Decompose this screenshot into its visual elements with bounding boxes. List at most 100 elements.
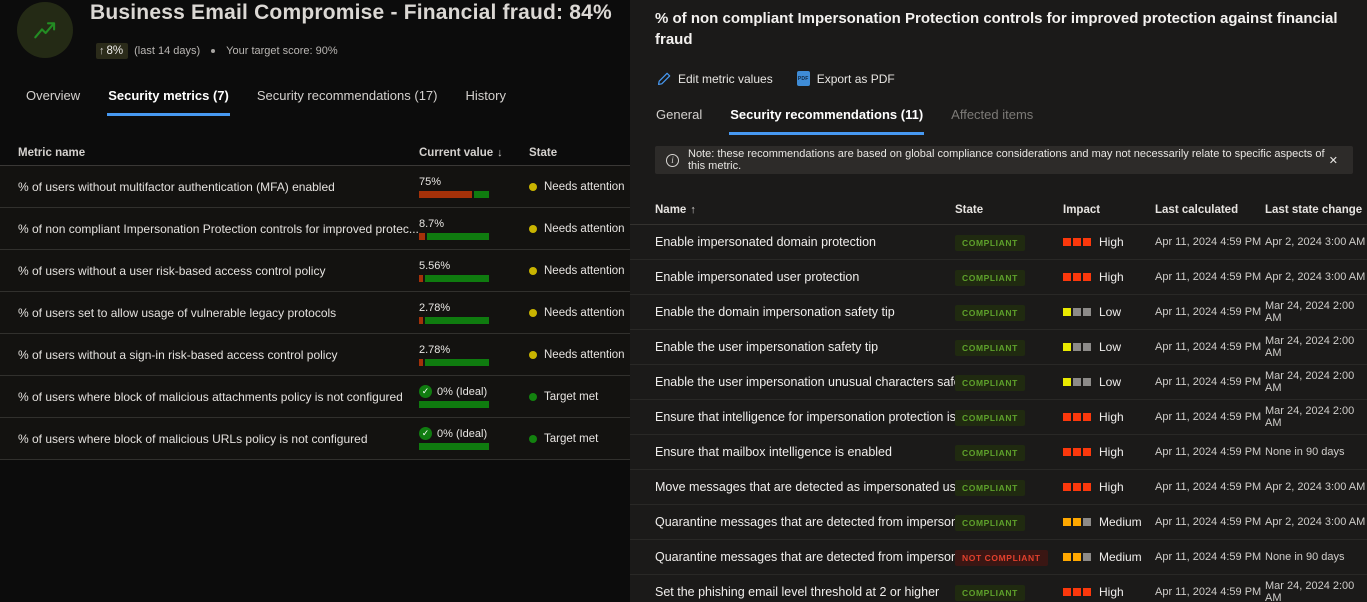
- column-header-last-state-change: Last state change: [1265, 203, 1363, 216]
- note-text: Note: these recommendations are based on…: [688, 148, 1325, 172]
- impact-square-icon: [1073, 273, 1081, 281]
- tab-overview[interactable]: Overview: [25, 88, 81, 116]
- metric-row[interactable]: % of users set to allow usage of vulnera…: [0, 292, 630, 334]
- metric-row[interactable]: % of users without a sign-in risk-based …: [0, 334, 630, 376]
- last-calculated: Apr 11, 2024 4:59 PM: [1155, 376, 1262, 388]
- impact-square-icon: [1063, 273, 1071, 281]
- recommendation-row[interactable]: Quarantine messages that are detected fr…: [630, 505, 1367, 540]
- metric-row[interactable]: % of users without multifactor authentic…: [0, 166, 630, 208]
- impact-square-icon: [1073, 343, 1081, 351]
- recommendation-row[interactable]: Ensure that intelligence for impersonati…: [630, 400, 1367, 435]
- recommendation-row[interactable]: Enable the domain impersonation safety t…: [630, 295, 1367, 330]
- impact-square-icon: [1063, 448, 1071, 456]
- recommendation-row[interactable]: Enable the user impersonation safety tip…: [630, 330, 1367, 365]
- trend-chip: ↑ 8%: [96, 43, 129, 59]
- recommendation-name: Ensure that mailbox intelligence is enab…: [655, 445, 892, 459]
- metric-value-line: ✓ 0% (Ideal): [419, 385, 529, 398]
- edit-metric-values-button[interactable]: Edit metric values: [657, 71, 773, 86]
- recommendation-row[interactable]: Ensure that mailbox intelligence is enab…: [630, 435, 1367, 470]
- metric-row[interactable]: % of users without a user risk-based acc…: [0, 250, 630, 292]
- metric-state-label: Needs attention: [544, 180, 625, 193]
- metric-value-line: 75%: [419, 176, 529, 188]
- recommendation-state-cell: NOT COMPLIANT: [955, 548, 1063, 566]
- close-icon[interactable]: ✕: [1325, 152, 1342, 169]
- recommendation-row[interactable]: Enable impersonated domain protection CO…: [630, 225, 1367, 260]
- bar-green-segment: [425, 358, 489, 366]
- impact-square-icon: [1073, 483, 1081, 491]
- bar-red-segment: [419, 190, 472, 198]
- recommendation-row[interactable]: Enable impersonated user protection COMP…: [630, 260, 1367, 295]
- bar-green-segment: [474, 190, 489, 198]
- recommendation-name: Quarantine messages that are detected fr…: [655, 550, 955, 564]
- tab-label: Security recommendations (17): [256, 88, 438, 103]
- metric-name: % of users without a user risk-based acc…: [18, 263, 326, 278]
- bar-green-segment: [419, 443, 489, 450]
- recommendation-row[interactable]: Enable the user impersonation unusual ch…: [630, 365, 1367, 400]
- recommendation-name: Enable the domain impersonation safety t…: [655, 305, 895, 319]
- metric-current-value: 0% (Ideal): [437, 427, 488, 440]
- metrics-table-body: % of users without multifactor authentic…: [0, 166, 630, 460]
- last-state-change: Apr 2, 2024 3:00 AM: [1265, 516, 1366, 528]
- impact-label: Low: [1099, 375, 1122, 389]
- last-calculated: Apr 11, 2024 4:59 PM: [1155, 411, 1262, 423]
- impact-square-icon: [1063, 588, 1071, 596]
- impact-label: Low: [1099, 305, 1122, 319]
- flyout-toolbar: Edit metric values PDF Export as PDF: [657, 71, 895, 86]
- tab-history[interactable]: History: [465, 88, 507, 116]
- impact-square-icon: [1083, 378, 1091, 386]
- last-calculated: Apr 11, 2024 4:59 PM: [1155, 341, 1262, 353]
- column-header-current-value[interactable]: Current value ↓: [419, 146, 503, 159]
- impact-cell: High: [1063, 480, 1155, 494]
- last-calculated: Apr 11, 2024 4:59 PM: [1155, 306, 1262, 318]
- tab-security-recommendations-17[interactable]: Security recommendations (17): [256, 88, 439, 116]
- tab-security-recommendations-11[interactable]: Security recommendations (11): [729, 107, 925, 135]
- last-state-change: Mar 24, 2024 2:00 AM: [1265, 580, 1355, 602]
- impact-label: Low: [1099, 340, 1122, 354]
- metric-row[interactable]: % of non compliant Impersonation Protect…: [0, 208, 630, 250]
- impact-square-icon: [1083, 588, 1091, 596]
- metric-state-label: Target met: [544, 390, 599, 403]
- tab-general[interactable]: General: [655, 107, 703, 135]
- last-state-change: None in 90 days: [1265, 551, 1345, 563]
- impact-cell: High: [1063, 410, 1155, 424]
- impact-square-icon: [1083, 273, 1091, 281]
- metric-state-cell: Target met: [529, 391, 630, 403]
- column-header-last-calculated: Last calculated: [1155, 203, 1239, 216]
- metric-value-cell: ✓ 0% (Ideal): [419, 427, 529, 450]
- impact-cell: High: [1063, 270, 1155, 284]
- recommendations-table-header: Name ↑ State Impact Last calculated Last …: [630, 195, 1367, 225]
- recommendation-name: Enable impersonated user protection: [655, 270, 860, 284]
- metric-name: % of users without multifactor authentic…: [18, 179, 335, 194]
- edit-metric-values-label: Edit metric values: [678, 71, 773, 86]
- metric-progress-bar: [419, 443, 489, 450]
- metric-row[interactable]: % of users where block of malicious atta…: [0, 376, 630, 418]
- compliance-badge: COMPLIANT: [955, 235, 1025, 251]
- impact-square-icon: [1073, 448, 1081, 456]
- metric-current-value: 5.56%: [419, 259, 451, 272]
- impact-square-icon: [1063, 553, 1071, 561]
- recommendation-row[interactable]: Quarantine messages that are detected fr…: [630, 540, 1367, 575]
- export-as-pdf-button[interactable]: PDF Export as PDF: [796, 71, 895, 86]
- tab-label: General: [656, 107, 703, 122]
- impact-square-icon: [1073, 553, 1081, 561]
- column-header-name[interactable]: Name ↑: [655, 203, 696, 216]
- impact-cell: Low: [1063, 375, 1155, 389]
- recommendation-state-cell: COMPLIANT: [955, 338, 1063, 356]
- impact-cell: Medium: [1063, 515, 1155, 529]
- metric-current-value: 2.78%: [419, 301, 451, 314]
- pencil-icon: [657, 72, 671, 85]
- recommendation-name: Enable the user impersonation safety tip: [655, 340, 879, 354]
- recommendation-row[interactable]: Set the phishing email level threshold a…: [630, 575, 1367, 602]
- recommendation-row[interactable]: Move messages that are detected as imper…: [630, 470, 1367, 505]
- tab-affected-items[interactable]: Affected items: [950, 107, 1034, 135]
- impact-square-icon: [1073, 413, 1081, 421]
- metric-value-cell: ✓ 0% (Ideal): [419, 385, 529, 408]
- tab-security-metrics-7[interactable]: Security metrics (7): [107, 88, 230, 116]
- metric-value-cell: 2.78%: [419, 302, 529, 324]
- metric-value-line: 2.78%: [419, 302, 529, 314]
- impact-label: High: [1099, 410, 1124, 424]
- metrics-panel: Business Email Compromise - Financial fr…: [0, 0, 630, 602]
- trend-period: (last 14 days): [134, 45, 201, 57]
- metric-row[interactable]: % of users where block of malicious URLs…: [0, 418, 630, 460]
- impact-square-icon: [1063, 518, 1071, 526]
